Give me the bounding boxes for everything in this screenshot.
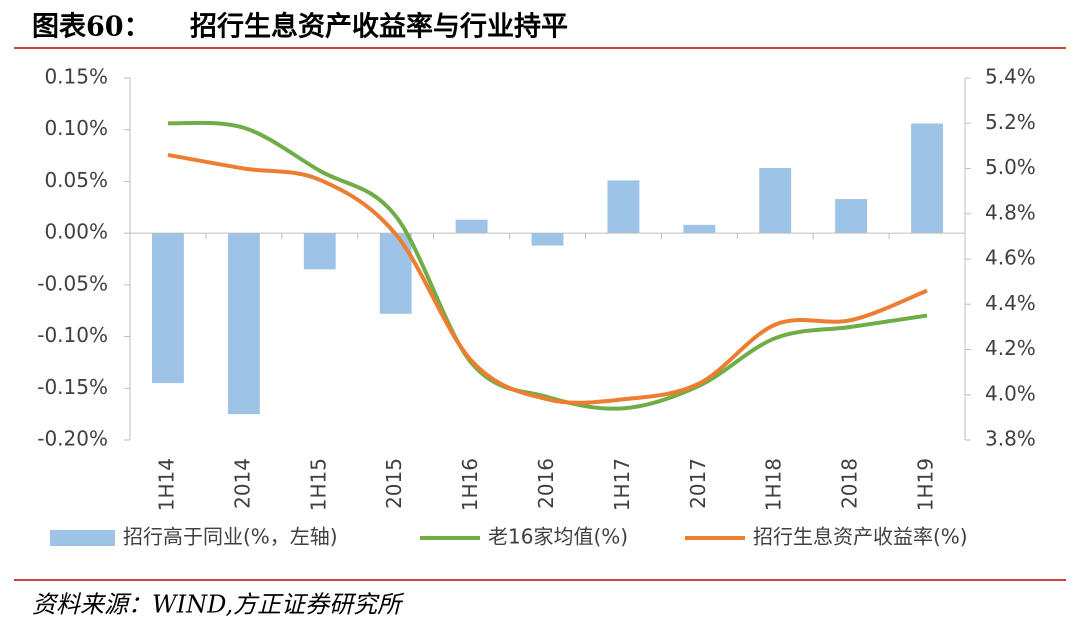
bar <box>379 233 412 314</box>
chart-title: 招行生息资产收益率与行业持平 <box>190 11 568 43</box>
x-tick-label: 2016 <box>534 458 558 509</box>
legend-swatch <box>50 530 115 546</box>
bar <box>303 233 336 270</box>
y2-tick-label: 3.8% <box>985 427 1036 451</box>
y2-tick-label: 4.8% <box>985 200 1036 224</box>
x-tick-label: 2014 <box>230 458 254 509</box>
x-tick-label: 1H16 <box>458 458 482 511</box>
x-tick-label: 1H18 <box>762 458 786 511</box>
source-note: 资料来源：WIND,方正证券研究所 <box>32 591 405 619</box>
bar <box>835 199 868 234</box>
line <box>167 120 928 411</box>
y-tick-label: 0.10% <box>44 116 108 140</box>
line <box>167 152 928 405</box>
x-tick-label: 2018 <box>838 458 862 509</box>
figure-label: 图表60： <box>32 12 151 43</box>
y2-tick-label: 5.2% <box>985 110 1036 134</box>
y2-tick-label: 4.6% <box>985 246 1036 270</box>
x-tick-label: 1H15 <box>306 458 330 511</box>
y2-tick-label: 4.0% <box>985 381 1036 405</box>
x-tick-label: 1H17 <box>610 458 634 511</box>
y-tick-label: -0.15% <box>37 375 108 399</box>
y2-tick-label: 4.2% <box>985 336 1036 360</box>
bar <box>759 167 792 234</box>
y2-tick-label: 4.4% <box>985 291 1036 315</box>
legend-label: 招行生息资产收益率(%) <box>753 525 968 549</box>
bar <box>683 224 716 234</box>
legend-label: 招行高于同业(%，左轴) <box>123 525 338 549</box>
x-tick-label: 1H19 <box>914 458 938 511</box>
x-tick-label: 2015 <box>382 458 406 509</box>
y-tick-label: 0.05% <box>44 168 108 192</box>
bar <box>455 219 488 234</box>
bar <box>911 123 943 234</box>
y2-tick-label: 5.4% <box>985 65 1036 89</box>
x-tick-label: 1H14 <box>154 458 178 511</box>
y-tick-label: -0.10% <box>37 323 108 347</box>
x-tick-label: 2017 <box>686 458 710 509</box>
y-tick-label: 0.00% <box>44 220 108 244</box>
bar <box>227 233 260 415</box>
y-tick-label: -0.20% <box>37 427 108 451</box>
legend-label: 老16家均值(%) <box>488 525 628 549</box>
bar <box>531 233 564 246</box>
y2-tick-label: 5.0% <box>985 155 1036 179</box>
bar <box>607 180 640 234</box>
y-tick-label: 0.15% <box>44 65 108 89</box>
y-tick-label: -0.05% <box>37 271 108 295</box>
bar <box>152 233 184 384</box>
